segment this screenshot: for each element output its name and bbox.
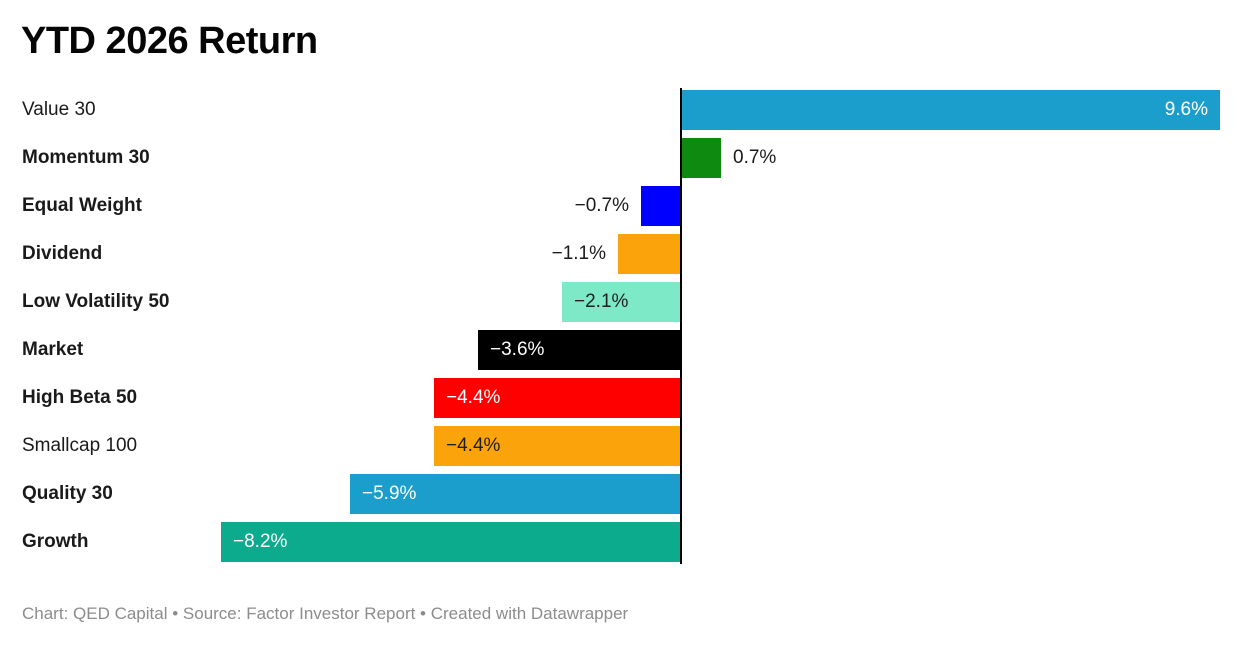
bar bbox=[434, 426, 680, 466]
value-label: −4.4% bbox=[446, 435, 501, 456]
bar bbox=[478, 330, 680, 370]
zero-axis-line bbox=[680, 88, 682, 564]
value-label: −5.9% bbox=[362, 483, 417, 504]
bar bbox=[682, 138, 721, 178]
footer-attribution: Chart: QED Capital • Source: Factor Inve… bbox=[22, 604, 629, 623]
value-label: −8.2% bbox=[233, 531, 288, 552]
bar bbox=[434, 378, 680, 418]
value-label: −2.1% bbox=[574, 291, 629, 312]
bar bbox=[350, 474, 680, 514]
category-label: Dividend bbox=[22, 243, 103, 264]
category-label: Equal Weight bbox=[22, 195, 142, 216]
bar bbox=[641, 186, 680, 226]
value-label: −3.6% bbox=[490, 339, 545, 360]
bar bbox=[562, 282, 680, 322]
bar bbox=[618, 234, 680, 274]
category-label: Momentum 30 bbox=[22, 147, 150, 168]
category-label: Value 30 bbox=[22, 99, 96, 120]
value-label: 0.7% bbox=[733, 147, 777, 168]
category-label: Growth bbox=[22, 531, 89, 552]
chart-title: YTD 2026 Return bbox=[21, 20, 318, 62]
category-label: Quality 30 bbox=[22, 483, 113, 504]
category-label: Smallcap 100 bbox=[22, 435, 138, 456]
value-label: −1.1% bbox=[551, 243, 606, 264]
bar bbox=[682, 90, 1220, 130]
category-label: High Beta 50 bbox=[22, 387, 138, 408]
category-label: Market bbox=[22, 339, 84, 360]
value-label: −4.4% bbox=[446, 387, 501, 408]
value-label: 9.6% bbox=[1164, 99, 1208, 120]
category-label: Low Volatility 50 bbox=[22, 291, 170, 312]
bar bbox=[221, 522, 680, 562]
value-label: −0.7% bbox=[574, 195, 629, 216]
